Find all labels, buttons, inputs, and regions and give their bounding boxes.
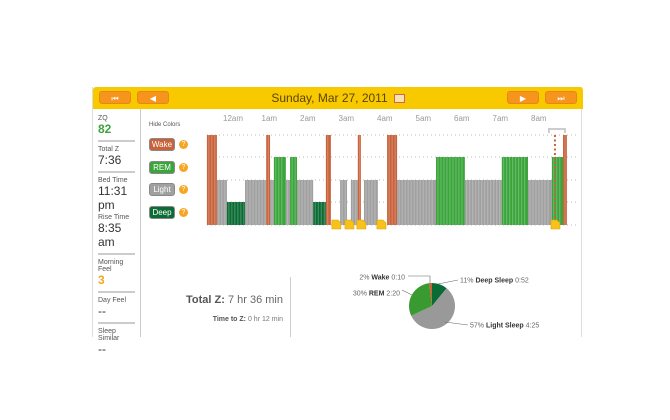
pie-label: 30% REM 2:20 bbox=[353, 291, 400, 298]
note-marker-icon bbox=[550, 219, 561, 230]
stage-bar-wake bbox=[563, 135, 567, 225]
stat-label: ZQ bbox=[98, 115, 108, 122]
last-night-button[interactable]: ⏭ bbox=[545, 91, 577, 104]
stat-value: -- bbox=[98, 342, 106, 356]
stat-value: 8:35 am bbox=[98, 221, 122, 249]
pie-label: 2% Wake 0:10 bbox=[359, 275, 405, 282]
stage-bar-rem bbox=[551, 157, 564, 225]
sleep-report: Sunday, Mar 27, 2011 ⏮ ◀ ▶ ⏭ ZQ 82 Total Z… bbox=[92, 87, 583, 356]
help-icon[interactable]: ? bbox=[179, 140, 188, 149]
note-marker-icon bbox=[356, 219, 367, 230]
stat-label: Rise Time bbox=[98, 214, 130, 221]
stage-bar-light bbox=[350, 180, 358, 225]
stage-bar-light bbox=[527, 180, 552, 225]
divider bbox=[98, 291, 135, 293]
pie-label: 57% Light Sleep 4:25 bbox=[470, 323, 539, 330]
pie-leader-line bbox=[408, 275, 431, 284]
stage-bar-wake bbox=[357, 135, 361, 225]
pie-slice-wake bbox=[429, 283, 432, 306]
stat-value: 7:36 bbox=[98, 153, 122, 167]
note-marker-icon bbox=[331, 219, 342, 230]
date-title: Sunday, Mar 27, 2011 bbox=[93, 91, 583, 105]
note-marker-icon bbox=[344, 219, 355, 230]
stage-bar-light bbox=[296, 180, 314, 225]
stage-bar-wake bbox=[387, 135, 398, 225]
stage-bar-light bbox=[245, 180, 267, 225]
stage-bar-wake bbox=[325, 135, 331, 225]
stat-value: -- bbox=[98, 304, 106, 318]
pie-leader-line bbox=[437, 279, 459, 285]
stage-bar-light bbox=[397, 180, 436, 225]
time-tick: 3am bbox=[338, 114, 355, 123]
stat-label: Day Feel bbox=[98, 297, 127, 304]
help-icon[interactable]: ? bbox=[179, 185, 188, 194]
note-marker-icon bbox=[376, 219, 387, 230]
stage-bar-light bbox=[363, 180, 378, 225]
first-night-button[interactable]: ⏮ bbox=[99, 91, 131, 104]
date-header: Sunday, Mar 27, 2011 ⏮ ◀ ▶ ⏭ bbox=[93, 87, 583, 109]
stage-bar-rem bbox=[501, 157, 528, 225]
time-tick: 7am bbox=[492, 114, 509, 123]
divider bbox=[98, 140, 135, 142]
stat-value: 3 bbox=[98, 273, 105, 287]
stage-bar-light bbox=[285, 180, 291, 225]
prev-night-button[interactable]: ◀ bbox=[137, 91, 169, 104]
stage-bar-deep bbox=[313, 202, 326, 225]
time-tick: 5am bbox=[415, 114, 432, 123]
stat-label: Sleep Similar bbox=[98, 328, 120, 342]
legend-light[interactable]: Light bbox=[149, 183, 175, 196]
stage-bar-rem bbox=[273, 157, 286, 225]
divider bbox=[98, 253, 135, 255]
pie-leader-line bbox=[401, 289, 413, 296]
stage-bar-rem bbox=[290, 157, 297, 225]
help-icon[interactable]: ? bbox=[179, 162, 188, 172]
legend-deep[interactable]: Deep bbox=[149, 205, 175, 219]
stage-bar-light bbox=[464, 180, 502, 225]
stat-label: Total Z bbox=[98, 146, 120, 153]
stage-bar-light bbox=[340, 180, 348, 225]
time-tick: 2am bbox=[300, 114, 316, 123]
stage-bar-wake bbox=[206, 135, 217, 225]
stage-bar-light bbox=[216, 180, 227, 225]
calendar-icon[interactable] bbox=[393, 94, 405, 103]
pie-slice-rem bbox=[409, 283, 432, 316]
help-icon[interactable]: ? bbox=[179, 207, 188, 217]
pie-label: 11% Deep Sleep 0:52 bbox=[460, 278, 529, 285]
divider bbox=[98, 171, 135, 173]
pie-slice-light-sleep bbox=[411, 288, 455, 329]
time-tick: 8am bbox=[531, 114, 547, 123]
pie-leader-line bbox=[444, 321, 469, 326]
time-to-z-summary: Time to Z: 0 hr 12 min bbox=[212, 316, 283, 323]
stage-bar-wake bbox=[266, 135, 271, 225]
stat-value: 82 bbox=[98, 122, 112, 136]
stage-bar-rem bbox=[435, 157, 465, 225]
stage-bar-light bbox=[270, 180, 274, 225]
divider bbox=[98, 322, 135, 324]
stat-label: Bed Time bbox=[98, 177, 128, 184]
total-z-summary: Total Z: 7 hr 36 min bbox=[186, 294, 283, 306]
rise-bracket bbox=[547, 128, 566, 133]
pie-slice-deep-sleep bbox=[432, 283, 447, 306]
time-tick: 12am bbox=[223, 114, 244, 123]
legend-wake[interactable]: Wake bbox=[149, 138, 175, 151]
stat-value: 11:31 pm bbox=[98, 184, 128, 212]
stat-label: Morning Feel bbox=[98, 259, 124, 273]
hide-colors-link[interactable]: Hide Colors bbox=[149, 122, 181, 128]
stats-sidebar: ZQ 82 Total Z 7:36 Bed Time 11:31 pm Rise Time… bbox=[93, 109, 141, 356]
stage-bar-deep bbox=[226, 202, 246, 225]
time-tick: 4am bbox=[377, 114, 393, 123]
divider bbox=[290, 277, 291, 337]
legend-rem[interactable]: REM bbox=[149, 160, 175, 174]
time-tick: 1am bbox=[261, 114, 278, 123]
time-tick: 6am bbox=[454, 114, 470, 123]
next-night-button[interactable]: ▶ bbox=[507, 91, 539, 104]
